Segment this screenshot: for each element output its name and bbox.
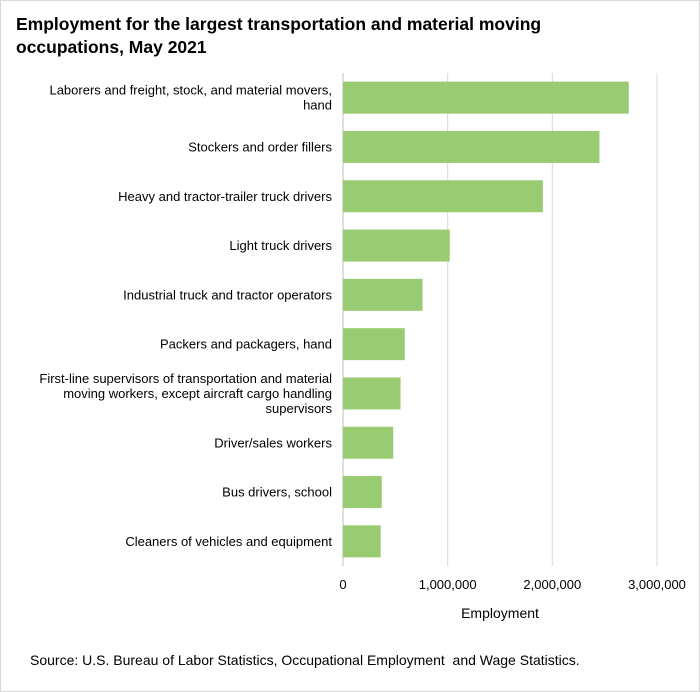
category-label: Light truck drivers xyxy=(229,238,332,253)
bar xyxy=(343,476,382,509)
bar xyxy=(343,525,381,558)
category-label: Packers and packagers, hand xyxy=(160,337,332,352)
category-label: Laborers and freight, stock, and materia… xyxy=(49,83,332,113)
bar xyxy=(343,81,629,114)
source-note: Source: U.S. Bureau of Labor Statistics,… xyxy=(30,652,580,668)
x-tick-label: 2,000,000 xyxy=(523,577,581,592)
bar xyxy=(343,328,405,361)
x-axis-title: Employment xyxy=(461,605,539,621)
x-axis-ticks: 0 1,000,000 2,000,000 3,000,000 xyxy=(339,577,686,592)
category-labels: Laborers and freight, stock, and materia… xyxy=(39,83,332,549)
bars xyxy=(343,81,629,558)
bar xyxy=(343,229,450,262)
bar xyxy=(343,426,394,459)
category-label: Driver/sales workers xyxy=(214,435,332,450)
x-tick-label: 3,000,000 xyxy=(628,577,686,592)
x-tick-label: 0 xyxy=(339,577,346,592)
bar xyxy=(343,377,401,410)
category-label: Heavy and tractor-trailer truck drivers xyxy=(118,189,332,204)
category-label: Cleaners of vehicles and equipment xyxy=(125,534,332,549)
category-label: Industrial truck and tractor operators xyxy=(123,287,332,302)
bar xyxy=(343,130,600,163)
chart-title: Employment for the largest transportatio… xyxy=(16,14,542,57)
x-tick-label: 1,000,000 xyxy=(419,577,477,592)
category-label: Stockers and order fillers xyxy=(188,139,332,154)
category-label: Bus drivers, school xyxy=(222,485,332,500)
bar xyxy=(343,278,423,311)
bar xyxy=(343,180,543,213)
category-label: First-line supervisors of transportation… xyxy=(39,371,332,416)
